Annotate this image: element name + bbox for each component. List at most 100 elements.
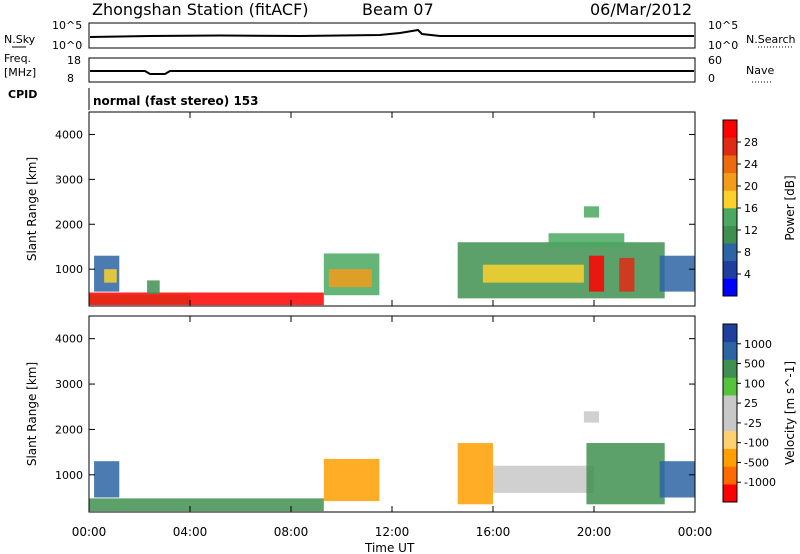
velocity-colorbar-tick-label: 1000 bbox=[744, 338, 772, 351]
power-colorbar-tick-label: 24 bbox=[744, 158, 758, 171]
nsky-trace bbox=[89, 28, 694, 38]
velocity-y-tick-label: 4000 bbox=[55, 333, 83, 346]
power-y-tick-label: 1000 bbox=[55, 263, 83, 276]
power-colorbar-tick-label: 12 bbox=[744, 224, 758, 237]
power-echo-region bbox=[583, 206, 600, 218]
velocity-echo-region bbox=[586, 443, 665, 505]
time-tick-label: 16:00 bbox=[476, 525, 511, 539]
velocity-colorbar-tick-label: 500 bbox=[744, 358, 765, 371]
nsearch-label: N.Search bbox=[746, 33, 796, 46]
power-colorbar-swatch bbox=[723, 120, 737, 138]
date-label: 06/Mar/2012 bbox=[590, 0, 692, 19]
velocity-colorbar-swatch bbox=[723, 466, 737, 485]
velocity-colorbar-tick-label: -100 bbox=[744, 437, 769, 450]
velocity-panel: 1000 2000 3000 4000 Slant Range [km] 1000 500 1… bbox=[25, 315, 797, 513]
nave-label: Nave bbox=[746, 64, 774, 77]
cpid-value: normal (fast stereo) 153 bbox=[93, 94, 259, 108]
freq-unit: [MHz] bbox=[4, 66, 36, 79]
nsearch-tick-high: 10^5 bbox=[708, 19, 738, 32]
station-title: Zhongshan Station (fitACF) bbox=[92, 0, 309, 19]
time-tick-label: 12:00 bbox=[375, 525, 410, 539]
velocity-colorbar-swatch bbox=[723, 448, 737, 467]
velocity-colorbar-swatch bbox=[723, 413, 737, 432]
power-y-tick-label: 2000 bbox=[55, 218, 83, 231]
time-tick-label: 20:00 bbox=[577, 525, 612, 539]
velocity-colorbar-label: Velocity [m s^-1] bbox=[783, 361, 797, 465]
power-colorbar-tick-label: 20 bbox=[744, 180, 758, 193]
velocity-colorbar-swatch bbox=[723, 359, 737, 378]
power-echo-region bbox=[89, 295, 190, 305]
velocity-colorbar-tick-label: -25 bbox=[744, 417, 762, 430]
nave-tick-high: 60 bbox=[708, 54, 722, 67]
freq-tick-low: 8 bbox=[67, 72, 74, 85]
power-colorbar-tick-label: 8 bbox=[744, 246, 751, 259]
power-echo-region bbox=[482, 264, 584, 283]
power-y-tick-label: 3000 bbox=[55, 173, 83, 186]
power-y-axis-label: Slant Range [km] bbox=[25, 157, 39, 261]
velocity-y-tick-label: 2000 bbox=[55, 423, 83, 436]
power-echo-region bbox=[104, 269, 117, 283]
time-tick-label: 08:00 bbox=[274, 525, 309, 539]
power-colorbar-swatch bbox=[723, 278, 737, 297]
velocity-colorbar-swatch bbox=[723, 395, 737, 414]
velocity-colorbar-frame bbox=[722, 323, 738, 503]
nave-tick-low: 0 bbox=[708, 72, 715, 85]
freq-trace bbox=[90, 70, 694, 75]
cpid-label: CPID bbox=[8, 88, 37, 101]
power-echo-region bbox=[328, 269, 372, 288]
power-echo-region bbox=[588, 255, 605, 292]
power-echo-region bbox=[619, 257, 635, 292]
power-colorbar-swatch bbox=[723, 190, 737, 209]
freq-strip-frame bbox=[88, 57, 696, 83]
velocity-echo-region bbox=[583, 411, 600, 423]
power-colorbar-label: Power [dB] bbox=[783, 175, 797, 240]
velocity-echo-region bbox=[457, 443, 493, 505]
velocity-colorbar-tick-label: -500 bbox=[744, 456, 769, 469]
nsky-label: N.Sky bbox=[4, 33, 36, 46]
freq-label: Freq. bbox=[4, 52, 31, 65]
velocity-echo-region bbox=[94, 461, 120, 498]
velocity-echo-region bbox=[323, 458, 380, 502]
power-echo-region bbox=[659, 255, 695, 292]
nsearch-tick-low: 10^0 bbox=[708, 39, 738, 52]
time-tick-label: 04:00 bbox=[173, 525, 208, 539]
velocity-echo-region bbox=[659, 461, 695, 498]
power-colorbar-swatch bbox=[723, 225, 737, 244]
time-tick-label: 00:00 bbox=[72, 525, 107, 539]
velocity-colorbar-tick-label: 25 bbox=[744, 397, 758, 410]
power-colorbar-swatch bbox=[723, 208, 737, 226]
power-colorbar-tick-label: 16 bbox=[744, 202, 758, 215]
power-echo-region bbox=[147, 280, 160, 294]
power-colorbar-swatch bbox=[723, 260, 737, 279]
time-tick-label: 00:00 bbox=[678, 525, 713, 539]
velocity-colorbar-swatch bbox=[723, 341, 737, 360]
count-strip-frame bbox=[88, 22, 696, 49]
power-colorbar-tick-label: 28 bbox=[744, 136, 758, 149]
power-colorbar-swatch bbox=[723, 155, 737, 174]
power-colorbar-swatch bbox=[723, 137, 737, 156]
velocity-y-tick-label: 1000 bbox=[55, 469, 83, 482]
nsky-tick-low: 10^0 bbox=[52, 39, 82, 52]
beam-label: Beam 07 bbox=[362, 0, 434, 19]
velocity-colorbar-tick-label: 100 bbox=[744, 377, 765, 390]
velocity-colorbar-swatch bbox=[723, 377, 737, 396]
velocity-echo-region bbox=[493, 465, 594, 493]
x-axis-label: Time UT bbox=[364, 541, 415, 554]
power-colorbar-tick-label: 4 bbox=[744, 268, 751, 281]
freq-tick-high: 18 bbox=[67, 54, 81, 67]
power-colorbar-swatch bbox=[723, 243, 737, 262]
time-axis: 00:00 04:00 08:00 12:00 16:00 20:00 00:00 bbox=[72, 112, 713, 539]
power-panel: 1000 2000 3000 4000 Slant Range [km] 28 24 20 16… bbox=[25, 111, 797, 307]
velocity-colorbar-swatch bbox=[723, 430, 737, 449]
nsky-tick-high: 10^5 bbox=[52, 19, 82, 32]
velocity-echo-region bbox=[89, 498, 324, 512]
velocity-colorbar-swatch bbox=[723, 324, 737, 343]
velocity-colorbar-swatch bbox=[723, 484, 737, 503]
power-echo-region bbox=[548, 233, 625, 247]
velocity-y-tick-label: 3000 bbox=[55, 378, 83, 391]
velocity-colorbar-tick-label: -1000 bbox=[744, 476, 776, 489]
power-y-tick-label: 4000 bbox=[55, 128, 83, 141]
power-colorbar-swatch bbox=[723, 172, 737, 191]
velocity-y-axis-label: Slant Range [km] bbox=[25, 362, 39, 466]
